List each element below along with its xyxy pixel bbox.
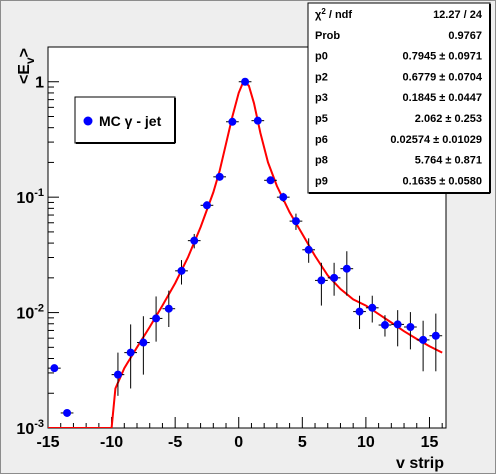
x-tick-label: 5 — [298, 434, 307, 451]
stats-label: p3 — [315, 92, 328, 104]
data-point — [264, 176, 277, 185]
stats-label: p0 — [315, 51, 328, 63]
data-point — [340, 251, 354, 296]
point-marker — [317, 276, 326, 285]
stats-value: 0.1635 ± 0.0580 — [403, 175, 482, 187]
stats-rows: χ2 / ndf 12.27 / 24 Prob 0.9767 p0 0.7945 ± 0… — [315, 7, 483, 187]
data-point — [416, 320, 430, 372]
x-tick-label: 0 — [234, 434, 243, 451]
data-point — [187, 233, 201, 249]
y-tick-label: 10-3 — [16, 418, 44, 438]
point-marker — [126, 348, 135, 357]
data-point — [378, 315, 392, 337]
point-marker — [113, 370, 122, 379]
legend-label: MC γ - jet — [99, 113, 162, 129]
data-point — [404, 312, 417, 350]
x-tick-label: -10 — [100, 434, 123, 451]
stats-value: 0.02574 ± 0.01029 — [390, 134, 482, 146]
stats-label: p8 — [315, 155, 328, 167]
data-point — [353, 295, 366, 330]
point-marker — [241, 77, 250, 86]
data-point — [200, 201, 214, 210]
data-point — [162, 290, 176, 328]
point-marker — [139, 338, 148, 347]
data-point — [175, 260, 188, 285]
stats-value: 2.062 ± 0.253 — [415, 113, 482, 125]
x-tick-labels: -15 -10 -5 0 5 10 15 — [36, 434, 438, 451]
x-tick-label: 10 — [357, 434, 375, 451]
stats-label: Prob — [315, 30, 340, 42]
x-tick-label: 15 — [421, 434, 439, 451]
data-point — [111, 352, 125, 396]
point-marker — [152, 314, 161, 323]
data-point — [276, 192, 290, 202]
legend: MC γ - jet — [74, 96, 176, 144]
point-marker — [228, 117, 237, 126]
axis-ticks — [47, 46, 443, 429]
data-point — [289, 213, 303, 230]
legend-marker — [83, 116, 93, 126]
y-tick-label: 1 — [35, 75, 44, 92]
data-point — [137, 316, 150, 375]
point-marker — [266, 176, 275, 185]
point-marker — [291, 217, 300, 226]
point-marker — [50, 364, 59, 373]
x-tick-label: -5 — [168, 434, 182, 451]
y-tick-labels: 10-3 10-2 10-1 1 — [16, 75, 44, 438]
stats-label: p6 — [315, 134, 328, 146]
point-marker — [164, 304, 173, 313]
data-point — [48, 364, 61, 373]
data-point — [365, 295, 379, 323]
stats-label: p9 — [315, 175, 328, 187]
point-marker — [342, 264, 351, 273]
stats-label: p2 — [315, 71, 328, 83]
point-marker — [177, 266, 186, 275]
data-points-group — [48, 77, 443, 417]
data-point — [391, 310, 405, 347]
stats-label: p5 — [315, 113, 328, 125]
y-tick-label: 10-1 — [16, 187, 44, 207]
stats-box: χ2 / ndf 12.27 / 24 Prob 0.9767 p0 0.7945 ± 0… — [307, 2, 491, 194]
point-marker — [380, 321, 389, 330]
stats-label: χ2 / ndf — [315, 7, 352, 21]
data-point — [251, 116, 265, 125]
point-marker — [419, 335, 428, 344]
data-point — [327, 262, 341, 296]
data-point — [315, 262, 328, 306]
data-point — [60, 408, 74, 417]
point-marker — [253, 116, 262, 125]
point-marker — [431, 331, 440, 340]
stats-value: 0.7945 ± 0.0971 — [403, 51, 482, 63]
data-point — [149, 296, 163, 342]
point-marker — [355, 307, 364, 316]
data-point — [238, 77, 252, 86]
data-point — [429, 313, 443, 372]
stats-value: 0.1845 ± 0.0447 — [403, 92, 482, 104]
point-marker — [202, 201, 211, 210]
stats-value: 12.27 / 24 — [433, 9, 483, 21]
point-marker — [368, 303, 377, 312]
point-marker — [393, 320, 402, 329]
point-marker — [406, 323, 415, 332]
x-axis-title: v strip — [396, 455, 444, 472]
data-point — [302, 238, 316, 263]
point-marker — [330, 273, 339, 282]
stats-value: 0.9767 — [448, 30, 482, 42]
point-marker — [63, 408, 72, 417]
point-marker — [190, 236, 199, 245]
data-point — [124, 324, 138, 389]
stats-value: 5.764 ± 0.871 — [415, 155, 482, 167]
y-tick-label: 10-2 — [16, 303, 44, 323]
x-tick-label: -15 — [36, 434, 59, 451]
point-marker — [304, 245, 313, 254]
y-axis-title: <Ev> — [16, 48, 37, 84]
point-marker — [215, 172, 224, 181]
data-point — [213, 172, 227, 181]
stats-value: 0.6779 ± 0.0704 — [403, 71, 483, 83]
point-marker — [279, 193, 288, 202]
data-point — [226, 117, 239, 126]
